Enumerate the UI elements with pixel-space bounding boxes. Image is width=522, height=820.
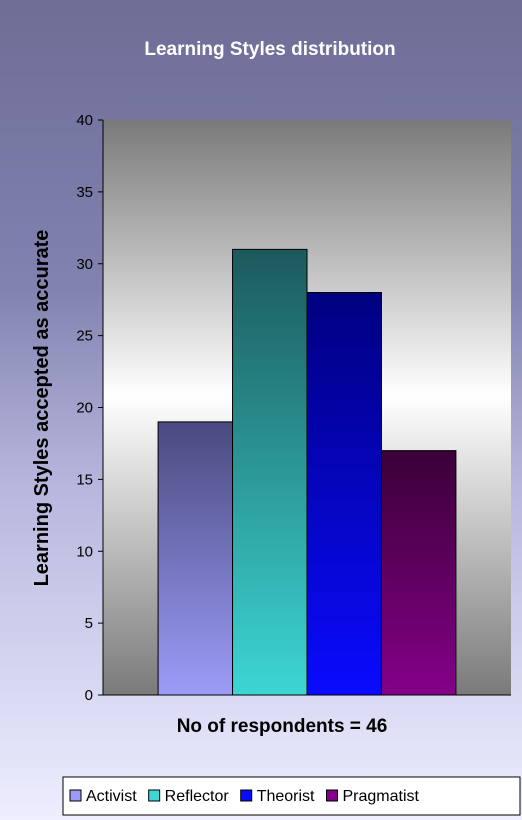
chart-title: Learning Styles distribution (144, 39, 395, 60)
bar-theorist (306, 292, 382, 696)
legend-label-activist: Activist (86, 788, 137, 805)
y-axis-label: Learning Styles accepted as accurate (31, 230, 53, 587)
y-tick-label: 30 (76, 256, 93, 273)
bar-pragmatist (380, 450, 457, 696)
bars (157, 248, 457, 696)
legend-swatch-pragmatist (326, 789, 338, 802)
legend-box (62, 776, 521, 816)
y-tick-label: 15 (76, 471, 93, 488)
y-axis-ticks: 0 5 10 15 20 25 30 35 40 (76, 112, 103, 704)
y-tick-label: 5 (85, 615, 93, 632)
legend: Activist Reflector Theorist Pragmatist (62, 776, 521, 816)
bar-reflector (232, 248, 308, 696)
legend-label-pragmatist: Pragmatist (343, 788, 420, 805)
legend-swatch-activist (69, 789, 82, 802)
bar-activist (157, 421, 234, 696)
y-tick-label: 20 (76, 400, 93, 417)
y-tick-label: 0 (85, 687, 93, 704)
y-tick-label: 40 (76, 112, 93, 129)
x-axis-label: No of respondents = 46 (177, 716, 388, 737)
legend-label-reflector: Reflector (165, 788, 230, 805)
legend-swatch-reflector (148, 789, 161, 802)
y-tick-label: 10 (76, 543, 93, 560)
legend-label-theorist: Theorist (257, 788, 315, 805)
legend-swatch-theorist (240, 789, 253, 802)
y-tick-label: 25 (76, 328, 93, 345)
y-tick-label: 35 (76, 184, 93, 201)
